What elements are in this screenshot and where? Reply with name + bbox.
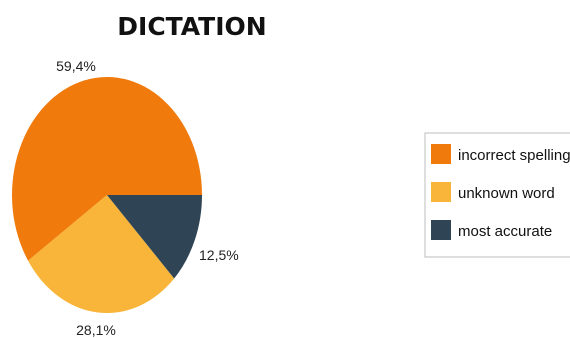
data-labels: 59,4% 28,1% 12,5% (56, 58, 239, 338)
legend-swatch-most-accurate (431, 220, 451, 240)
legend-label-unknown-word: unknown word (458, 185, 555, 202)
data-label-unknown-word: 28,1% (76, 322, 116, 338)
pie-slices (11, 77, 202, 313)
pie-slice-most-accurate (107, 195, 202, 279)
pie-slice-unknown-word (28, 195, 175, 313)
legend-swatch-incorrect-spelling (431, 144, 451, 164)
pie-slice-incorrect-spelling (11, 77, 202, 261)
legend-label-incorrect-spelling: incorrect spelling (458, 147, 570, 164)
data-label-incorrect-spelling: 59,4% (56, 58, 96, 74)
legend-label-most-accurate: most accurate (458, 223, 552, 240)
data-label-most-accurate: 12,5% (199, 247, 239, 263)
legend: incorrect spelling unknown word most accur… (424, 132, 570, 258)
chart-title: DICTATION (117, 12, 266, 41)
legend-swatch-unknown-word (431, 182, 451, 202)
